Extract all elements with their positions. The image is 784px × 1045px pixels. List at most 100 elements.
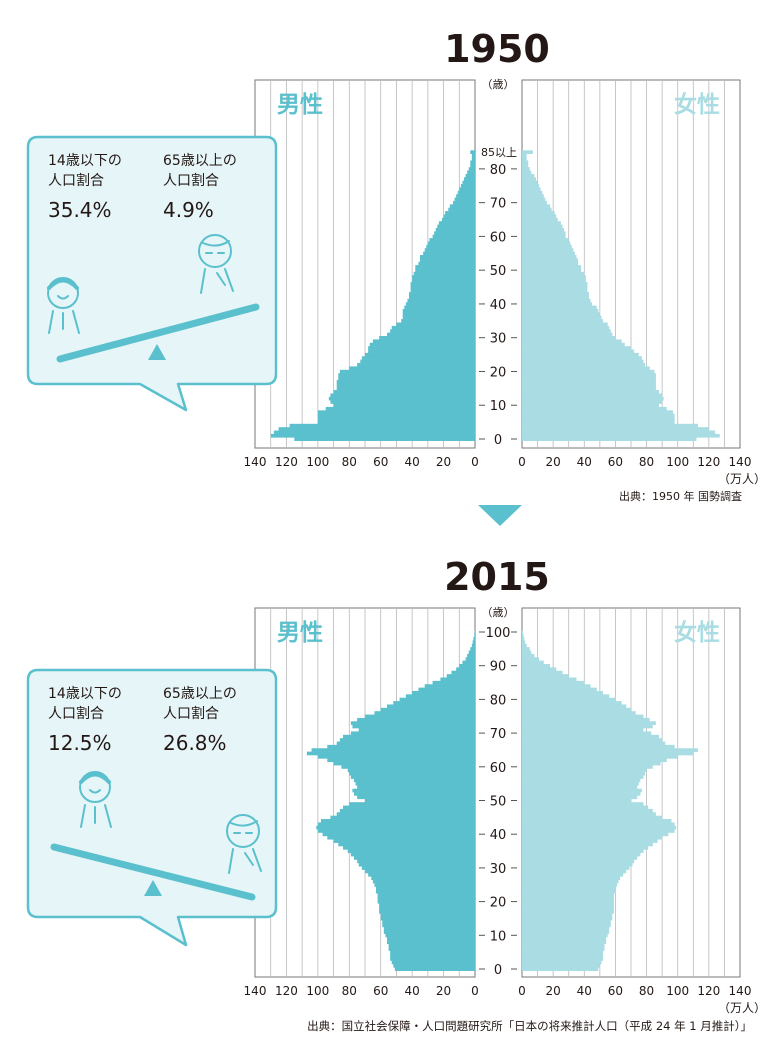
female-bar (522, 359, 644, 364)
male-bar (429, 238, 475, 242)
female-bar (522, 805, 649, 810)
male-bar (333, 403, 475, 408)
male-bar (352, 724, 475, 729)
population-unit: （万人） (718, 1001, 766, 1015)
female-bar (522, 835, 663, 840)
male-bar (446, 674, 475, 678)
female-bar (522, 630, 523, 634)
male-bar (341, 765, 475, 769)
male-bar (328, 396, 475, 401)
x-tick-label: 100 (666, 984, 689, 998)
female-bar (522, 302, 593, 306)
fulcrum-icon (144, 880, 162, 896)
male-bar (333, 390, 475, 394)
male-bar (316, 825, 475, 830)
male-bar (317, 829, 475, 833)
male-bar (343, 845, 475, 850)
male-bar (412, 690, 475, 695)
male-bar (380, 913, 475, 918)
age-tick-label: 30 (490, 332, 507, 347)
female-bar (522, 775, 644, 779)
female-bar (522, 315, 602, 320)
male-bar (423, 251, 475, 256)
male-bar (325, 406, 475, 411)
male-bar (473, 637, 475, 641)
male-bar (390, 950, 475, 955)
male-bar (437, 224, 475, 229)
female-bar (522, 386, 656, 391)
x-tick-label: 0 (471, 455, 479, 469)
female-bar (522, 859, 635, 864)
male-bar (338, 376, 475, 381)
female-bar (522, 153, 527, 158)
callout-bubble (26, 135, 278, 412)
female-bar (522, 379, 656, 384)
male-bar (360, 359, 475, 364)
male-bar (278, 427, 475, 431)
female-bar (522, 173, 535, 178)
male-bar (402, 315, 475, 320)
age-tick-label: 50 (490, 264, 507, 279)
elder-ratio-caption: 65歳以上の (163, 153, 237, 169)
male-bar (468, 167, 475, 171)
female-bar (522, 406, 667, 411)
x-tick-label: 60 (608, 455, 623, 469)
x-tick-label: 40 (405, 455, 420, 469)
elder-ratio-value: 4.9% (163, 198, 214, 222)
male-bar (412, 275, 475, 279)
female-bar (522, 251, 575, 256)
female-bar (522, 667, 557, 672)
male-bar (349, 366, 475, 371)
female-bar (522, 910, 614, 914)
male-bar (405, 302, 475, 306)
female-bar (522, 309, 599, 313)
female-bar (522, 664, 551, 668)
age-tick-label: 70 (490, 727, 507, 742)
male-bar (391, 960, 475, 965)
x-tick-label: 60 (608, 984, 623, 998)
female-bar (522, 278, 586, 283)
female-bar (522, 697, 616, 702)
female-bar (522, 893, 614, 897)
male-bar (343, 734, 475, 739)
male-bar (470, 160, 475, 165)
female-bar (522, 633, 524, 638)
female-bar (522, 711, 636, 715)
x-tick-label: 0 (518, 455, 526, 469)
age-tick-label: 30 (490, 862, 507, 877)
female-bar (522, 694, 610, 699)
male-bar (357, 717, 475, 722)
male-bar (390, 953, 475, 958)
female-bar (522, 899, 614, 904)
male-bar (377, 896, 475, 901)
x-tick-label: 120 (697, 984, 720, 998)
male-bar (470, 647, 475, 651)
male-bar (415, 265, 475, 269)
age-tick-label: 60 (490, 761, 507, 776)
female-bar (522, 332, 613, 337)
age-tick-label: 70 (490, 197, 507, 212)
male-bar (336, 386, 475, 391)
male-bar (358, 862, 475, 867)
female-bar (522, 785, 638, 790)
female-bar (522, 792, 641, 796)
male-bar (306, 751, 475, 756)
male-bar (380, 707, 475, 712)
x-tick-label: 80 (639, 984, 654, 998)
male-bar (273, 430, 475, 435)
male-bar (317, 413, 475, 418)
male-bar (415, 268, 475, 273)
elderly-figure-icon (226, 814, 262, 874)
male-bar (343, 805, 475, 810)
male-bar (410, 281, 475, 286)
female-bar (522, 862, 633, 867)
male-bar (402, 312, 475, 317)
male-bar (380, 916, 475, 921)
male-bar (365, 869, 475, 874)
female-bar (522, 856, 638, 860)
female-bar (522, 819, 672, 823)
female-bar (522, 640, 526, 645)
chart-title: 1950 (444, 27, 550, 71)
